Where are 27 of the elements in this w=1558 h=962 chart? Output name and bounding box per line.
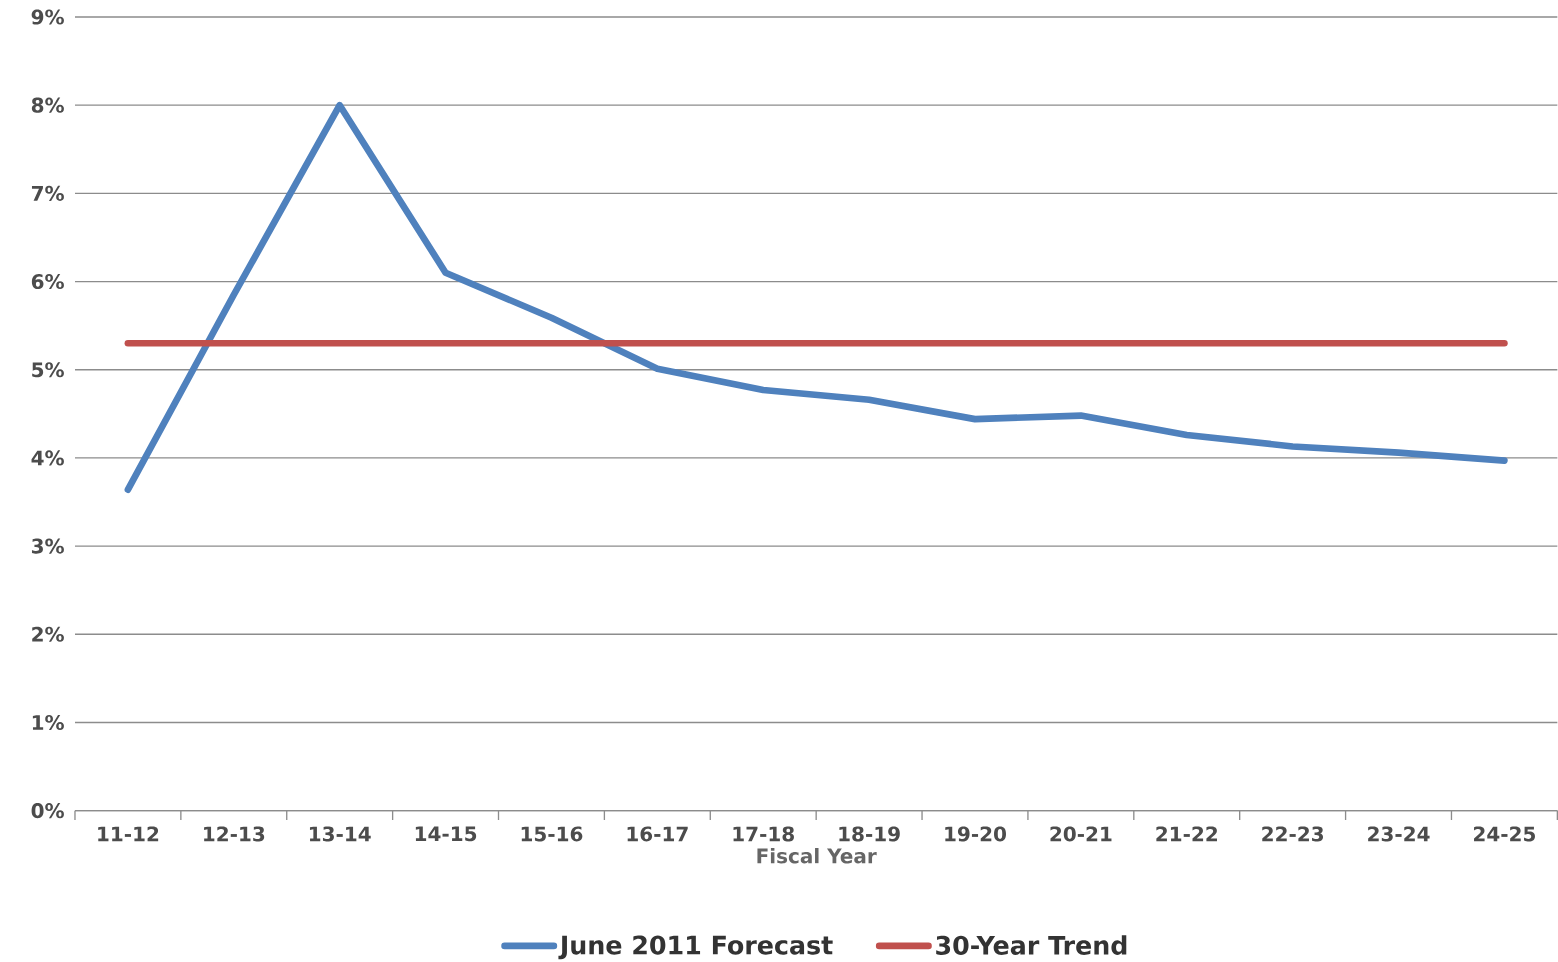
y-tick-label: 7% xyxy=(31,185,64,201)
x-tick-label: 11-12 xyxy=(98,826,159,842)
y-tick-label: 3% xyxy=(31,538,64,554)
y-tick-label: 6% xyxy=(31,274,64,290)
x-axis-title: Fiscal Year xyxy=(757,848,877,864)
x-tick-label: 19-20 xyxy=(945,826,1006,842)
x-tick-label: 24-25 xyxy=(1474,826,1535,842)
y-tick-label: 2% xyxy=(32,626,64,642)
x-tick-label: 18-19 xyxy=(839,826,900,842)
y-tick-label: 0% xyxy=(31,803,64,819)
y-tick-label: 9% xyxy=(31,9,64,25)
x-tick-label: 12-13 xyxy=(204,826,265,842)
x-tick-label: 22-23 xyxy=(1262,826,1324,842)
legend-label: 30-Year Trend xyxy=(936,935,1127,955)
x-tick-label: 16-17 xyxy=(627,826,688,842)
x-tick-label: 21-22 xyxy=(1156,826,1217,842)
x-tick-label: 23-24 xyxy=(1368,826,1430,842)
x-tick-label: 17-18 xyxy=(733,826,794,842)
x-tick-label: 20-21 xyxy=(1050,826,1112,842)
y-tick-label: 1% xyxy=(32,714,64,731)
y-tick-label: 4% xyxy=(31,450,64,466)
x-tick-label: 15-16 xyxy=(521,826,583,842)
legend-label: June 2011 Forecast xyxy=(558,935,833,960)
x-tick-label: 14-15 xyxy=(415,826,477,842)
x-tick-label: 13-14 xyxy=(309,826,371,842)
y-tick-label: 5% xyxy=(32,362,64,378)
y-tick-label: 8% xyxy=(31,97,64,113)
